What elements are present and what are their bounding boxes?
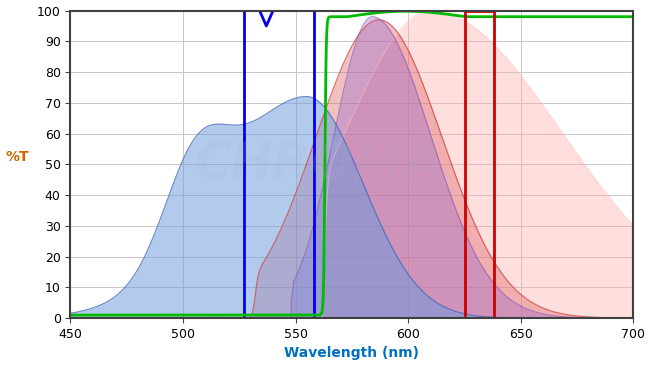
Y-axis label: %T: %T — [6, 150, 29, 164]
Text: CHROMA: CHROMA — [194, 141, 442, 188]
X-axis label: Wavelength (nm): Wavelength (nm) — [284, 347, 419, 361]
